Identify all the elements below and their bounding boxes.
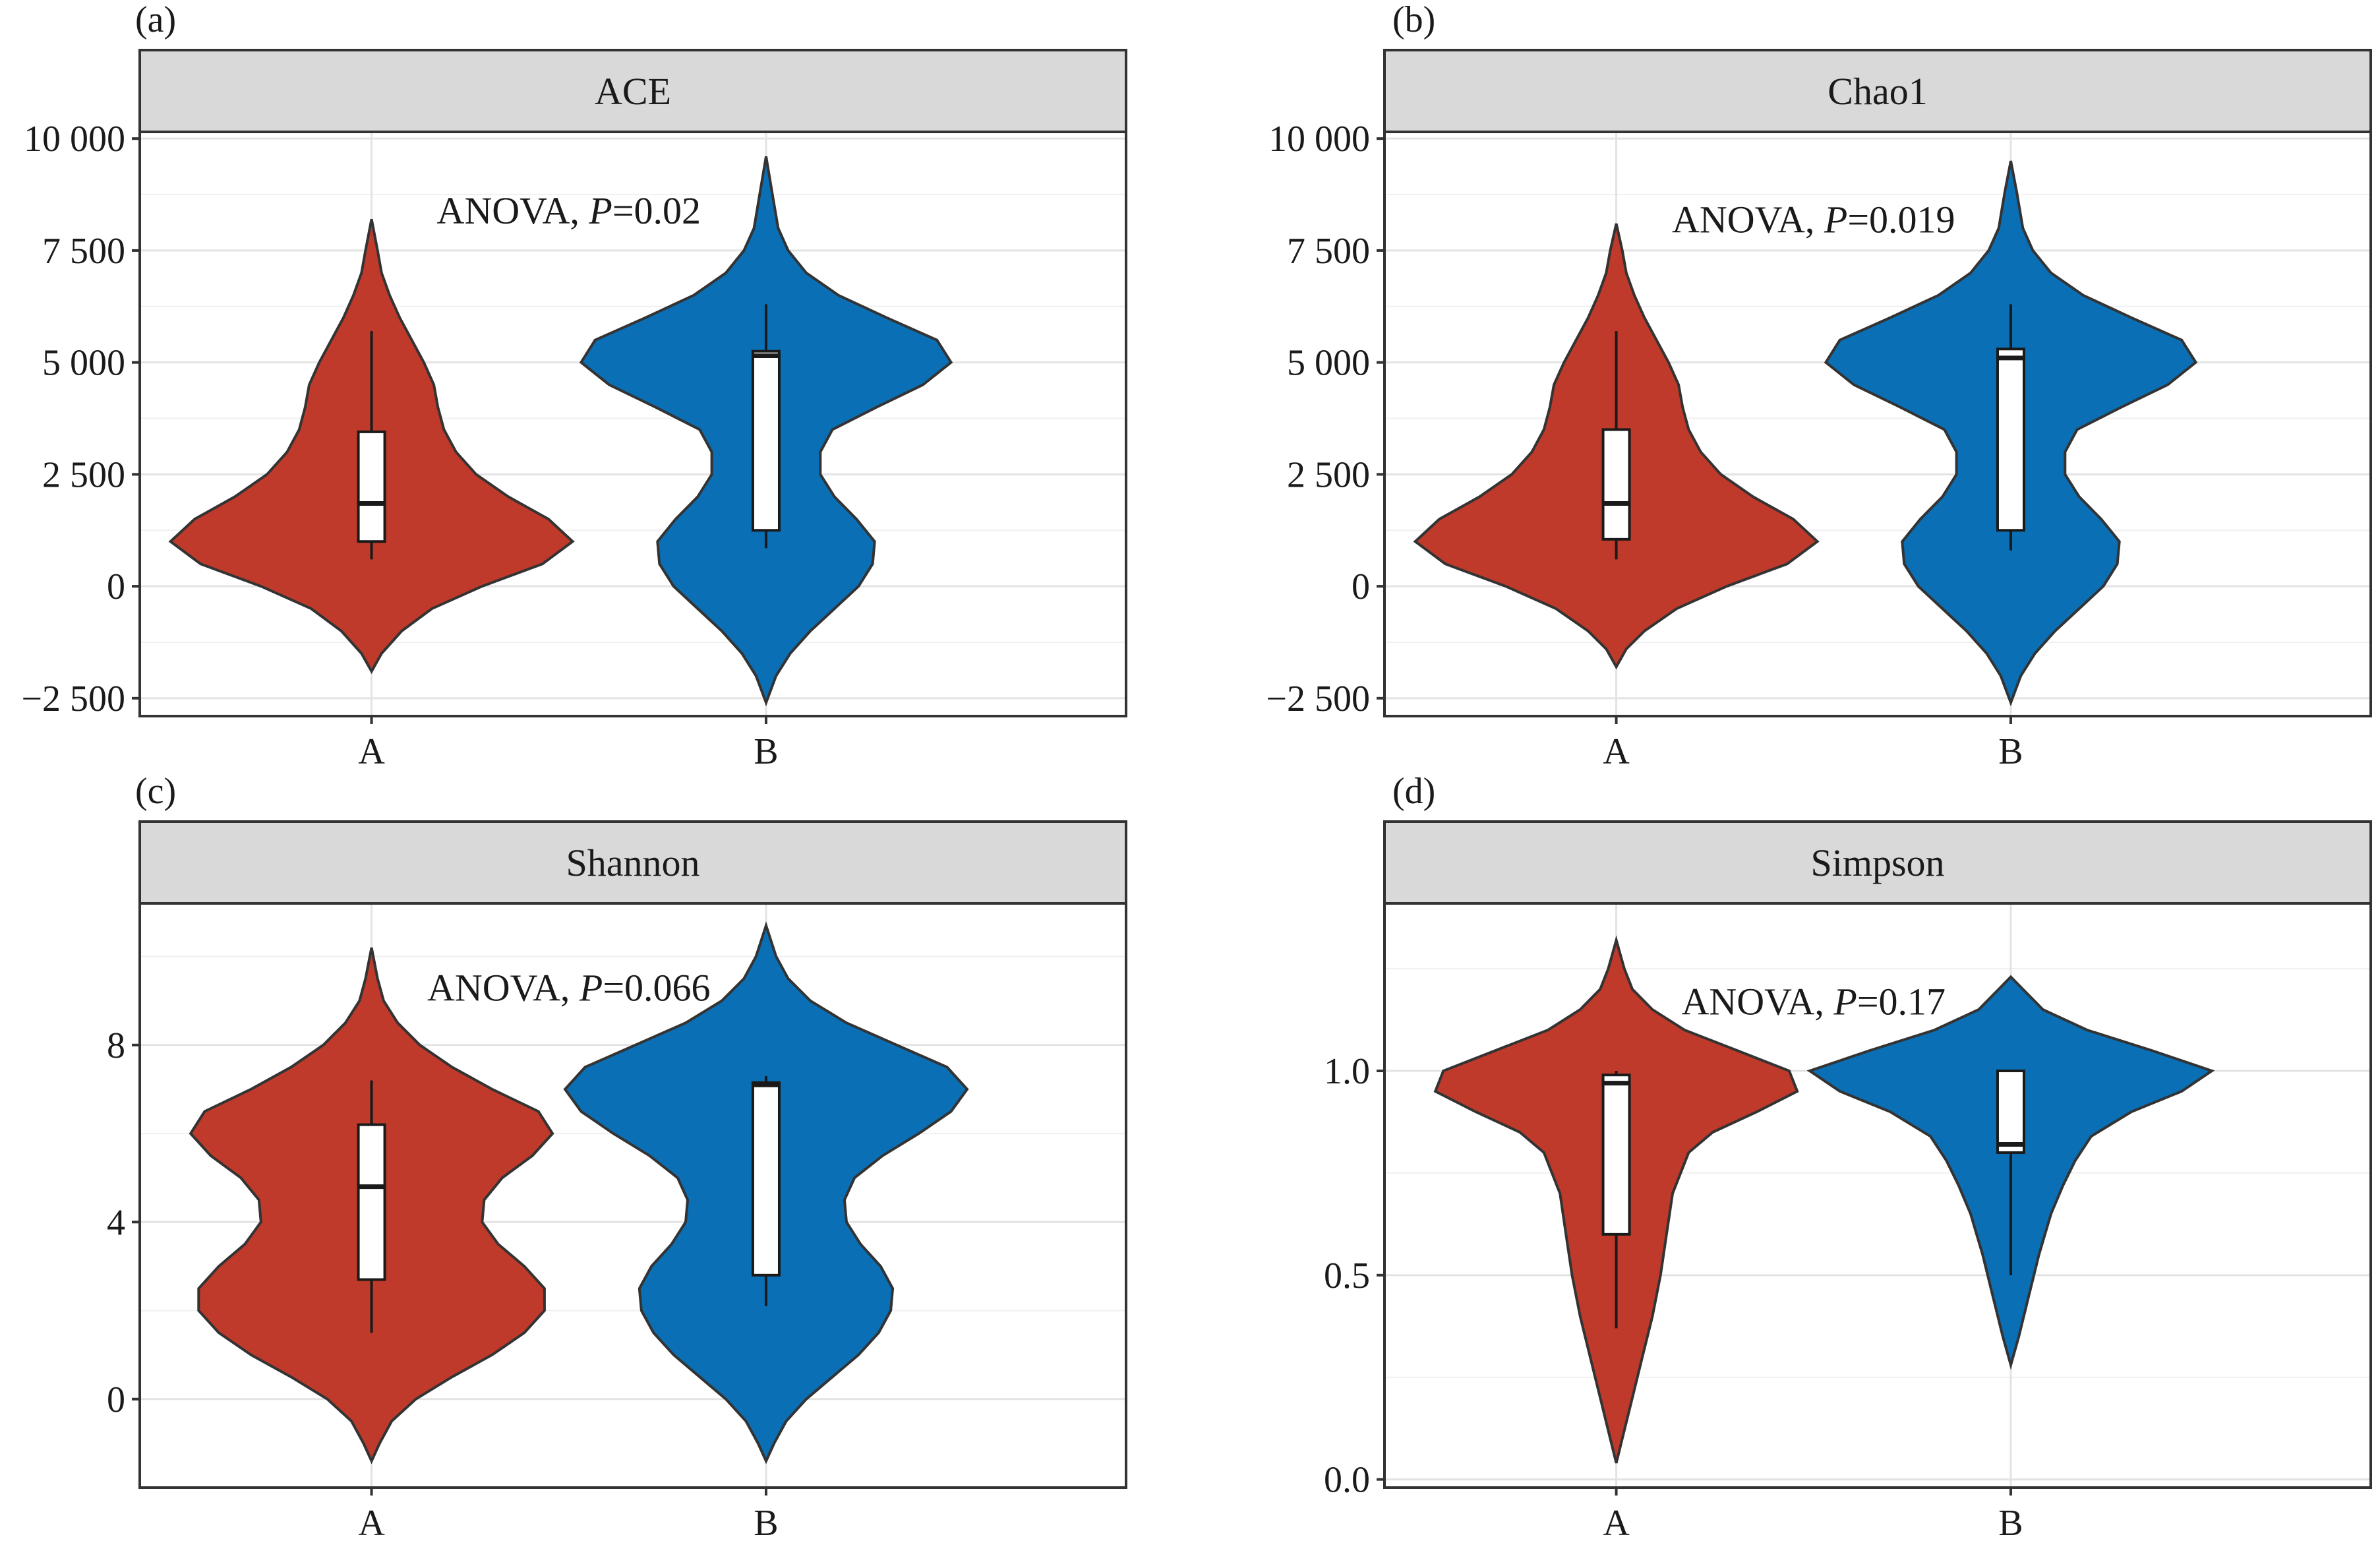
annotation-prefix: ANOVA, [427,967,580,1010]
annotation-value: =0.02 [612,189,701,232]
annotation-p: P [1824,198,1847,241]
x-tick-label: B [1998,1503,2023,1543]
y-tick-label: 10 000 [1268,119,1370,160]
y-tick-label: 5 000 [42,343,125,384]
y-tick-label: 10 000 [24,119,125,160]
y-tick-label: 0.5 [1324,1256,1370,1296]
y-tick-label: 2 500 [1287,454,1370,495]
y-tick-label: −2 500 [1266,679,1370,719]
annotation-prefix: ANOVA, [1681,981,1833,1023]
boxplot-A [1603,429,1630,539]
y-tick-label: 0 [107,1379,125,1420]
anova-annotation: ANOVA, P=0.019 [1672,198,1955,241]
boxplot-B [753,351,779,531]
annotation-value: =0.17 [1857,981,1946,1023]
y-tick-label: 0.0 [1324,1460,1370,1501]
panel-label: (d) [1392,771,1435,812]
annotation-p: P [588,189,612,232]
panel-1: (a) ACE −2 500 0 2 500 5 000 7 500 10 000 A B ANOV… [21,0,1126,772]
y-tick-label: 5 000 [1287,343,1370,384]
annotation-p: P [1833,981,1857,1023]
panel-label: (a) [135,0,176,40]
facet-title: Chao1 [1828,70,1927,113]
annotation-value: =0.019 [1847,198,1955,241]
y-tick-label: 2 500 [42,454,125,495]
x-tick-label: A [1603,731,1630,772]
y-tick-label: 8 [107,1025,125,1066]
annotation-prefix: ANOVA, [436,189,589,232]
y-tick-label: 0 [1352,566,1370,607]
annotation-value: =0.066 [603,967,710,1010]
x-tick-label: B [754,1503,778,1543]
x-tick-label: A [1603,1503,1630,1543]
boxplot-A [359,432,385,541]
y-tick-label: 7 500 [42,231,125,272]
x-tick-label: B [1998,731,2023,772]
boxplot-B [1998,349,2024,530]
panel-4: (d) Simpson 0.0 0.5 1.0 A B ANOVA, P=0.17 [1324,771,2371,1543]
y-tick-label: 0 [107,566,125,607]
panel-3: (c) Shannon 0 4 8 A B ANOVA, P=0.066 [107,771,1126,1543]
boxplot-B [753,1083,779,1275]
anova-annotation: ANOVA, P=0.066 [427,967,711,1010]
x-tick-label: B [754,731,778,772]
y-tick-label: 1.0 [1324,1051,1370,1092]
y-tick-label: −2 500 [21,679,125,719]
y-tick-label: 4 [107,1202,125,1243]
boxplot-A [359,1125,385,1280]
annotation-prefix: ANOVA, [1672,198,1824,241]
figure: (a) ACE −2 500 0 2 500 5 000 7 500 10 000 A B ANOV… [0,0,2380,1543]
panel-2: (b) Chao1 −2 500 0 2 500 5 000 7 500 10 000 A B AN… [1266,0,2371,772]
x-tick-label: A [358,731,385,772]
annotation-p: P [579,967,603,1010]
facet-title: Simpson [1810,841,1944,884]
facet-title: ACE [595,70,671,113]
anova-annotation: ANOVA, P=0.02 [436,189,701,232]
y-tick-label: 7 500 [1287,231,1370,272]
x-tick-label: A [358,1503,385,1543]
facet-title: Shannon [566,841,700,884]
anova-annotation: ANOVA, P=0.17 [1681,981,1946,1023]
panel-label: (b) [1392,0,1435,40]
panel-label: (c) [135,771,176,812]
boxplot-A [1603,1075,1630,1234]
boxplot-B [1998,1071,2024,1153]
